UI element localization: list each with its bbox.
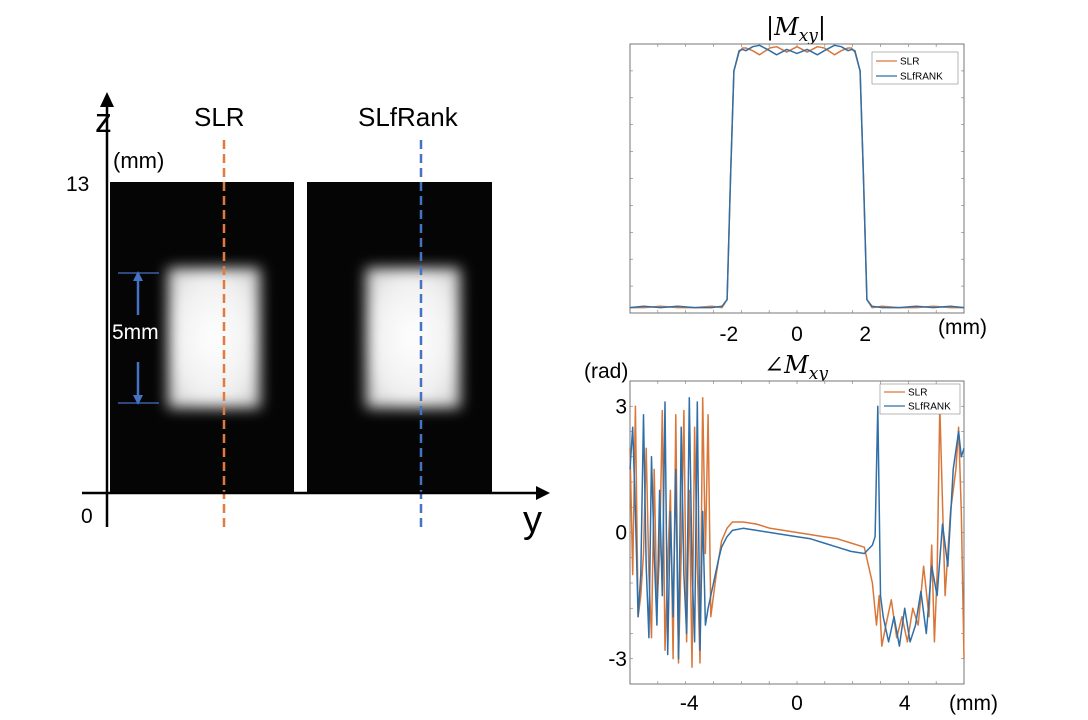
phase-ytick-label: 3 xyxy=(615,395,627,418)
z-top-tick-label: 13 xyxy=(66,173,89,196)
slfrank-label: SLfRank xyxy=(358,102,459,132)
magnitude-xtick-label: 2 xyxy=(859,323,871,346)
phase-legend-slr: SLR xyxy=(908,388,927,399)
phase-title-left: ∠ xyxy=(764,351,784,379)
magnitude-title-left: | xyxy=(766,13,774,42)
magnitude-plot-area xyxy=(629,43,965,314)
slr-label: SLR xyxy=(194,102,245,132)
y-axis-label: y xyxy=(523,499,542,541)
magnitude-xlabel: (mm) xyxy=(938,316,987,339)
phase-title-sub: xy xyxy=(809,364,829,384)
z-axis-label: z xyxy=(95,102,112,140)
phase-chart-title: ∠Mxy xyxy=(764,351,828,384)
phase-title-symbol: M xyxy=(783,351,810,379)
magnitude-xtick-label: 0 xyxy=(791,323,803,346)
magnitude-legend-slr: SLR xyxy=(900,57,919,68)
slfrank-slice-profile xyxy=(366,268,460,408)
phase-xtick-label: 4 xyxy=(899,692,911,715)
image-panel: 5mm z (mm) 13 0 y SLR SLfRank xyxy=(66,92,550,541)
phase-legend: SLR SLfRANK xyxy=(879,383,961,415)
phase-ylabel: (rad) xyxy=(584,360,628,383)
z-axis-unit: (mm) xyxy=(113,148,164,173)
phase-legend-slfrank: SLfRANK xyxy=(908,402,951,413)
slice-thickness-label: 5mm xyxy=(112,321,159,344)
phase-ytick-label: 0 xyxy=(615,522,627,545)
magnitude-legend: SLR SLfRANK xyxy=(871,51,959,85)
phase-ytick-label: -3 xyxy=(608,648,627,671)
magnitude-title-symbol: M xyxy=(773,13,800,41)
phase-chart: ∠Mxy (rad) -4 0 4 3 0 -3 (mm) SLR SLfRANK xyxy=(584,351,998,715)
phase-xtick-label: 0 xyxy=(791,692,803,715)
magnitude-chart: |Mxy| -2 0 2 (mm) SLR SLfRANK xyxy=(629,13,987,346)
magnitude-series-slfrank xyxy=(629,44,965,309)
magnitude-title-right: | xyxy=(818,13,826,42)
magnitude-legend-slfrank: SLfRANK xyxy=(900,72,943,83)
phase-xlabel: (mm) xyxy=(949,692,998,715)
magnitude-title-sub: xy xyxy=(799,26,819,46)
magnitude-chart-title: |Mxy| xyxy=(766,13,826,46)
magnitude-xtick-label: -2 xyxy=(719,323,738,346)
phase-xtick-label: -4 xyxy=(680,692,699,715)
phase-series-slfrank xyxy=(629,397,965,660)
origin-tick-label: 0 xyxy=(81,505,93,528)
slr-slice-profile xyxy=(168,268,260,408)
magnitude-series-slr xyxy=(630,45,964,309)
